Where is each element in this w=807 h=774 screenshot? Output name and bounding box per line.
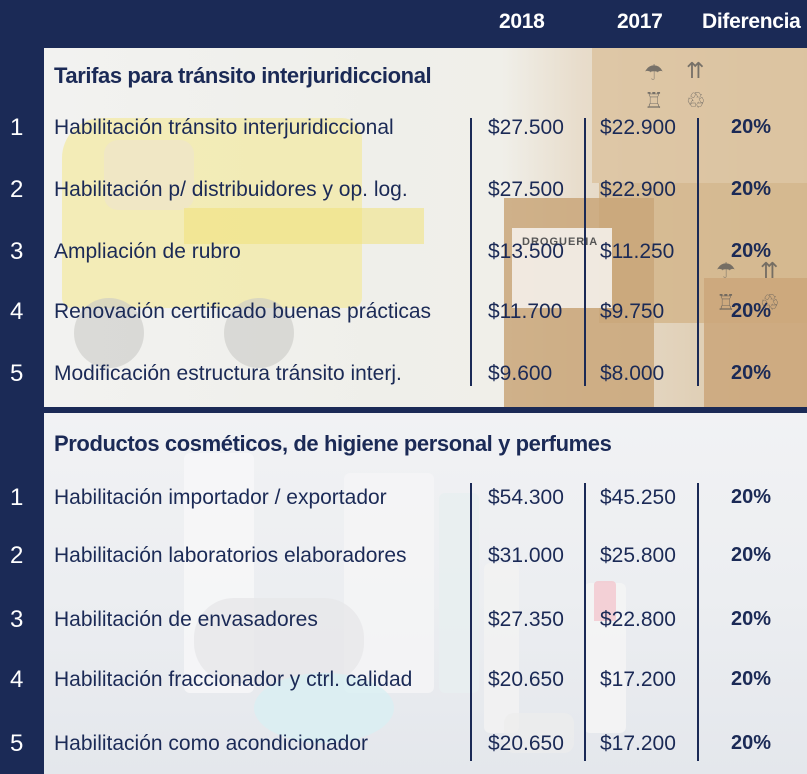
column-divider: [584, 483, 586, 761]
column-header-diferencia: Diferencia: [702, 10, 801, 33]
row-label: Habilitación como acondicionador: [54, 732, 369, 755]
table-row: 5 Modificación estructura tránsito inter…: [0, 358, 807, 398]
row-label: Renovación certificado buenas prácticas: [54, 300, 432, 323]
column-header-2017: 2017: [617, 10, 663, 33]
section-title-cosmetics: Productos cosméticos, de higiene persona…: [54, 431, 612, 456]
value-2017: $17.200: [600, 732, 676, 755]
row-number: 5: [10, 360, 24, 387]
value-2017: $22.800: [600, 608, 676, 631]
value-2018: $9.600: [488, 362, 553, 385]
cosmetic-bottle-illustration: [484, 563, 519, 733]
row-label: Habilitación fraccionador y ctrl. calida…: [54, 668, 413, 691]
value-2017: $8.000: [600, 362, 665, 385]
row-label: Habilitación de envasadores: [54, 608, 318, 631]
value-2018: $11.700: [488, 300, 563, 323]
value-difference: 20%: [731, 240, 772, 262]
section-title-transit: Tarifas para tránsito interjuridiccional: [54, 63, 432, 88]
value-difference: 20%: [731, 116, 772, 138]
table-row: 4 Renovación certificado buenas práctica…: [0, 296, 807, 336]
box-label-text: DROGUERIA: [522, 236, 599, 248]
truck-wheel-illustration: [74, 298, 144, 368]
value-2017: $45.250: [600, 486, 676, 509]
row-number: 3: [10, 238, 24, 265]
table-row: 4 Habilitación fraccionador y ctrl. cali…: [0, 664, 807, 704]
truck-stripe-illustration: [184, 208, 424, 244]
value-2017: $22.900: [600, 178, 676, 201]
column-divider: [470, 118, 472, 386]
this-side-up-icon: ⇈: [760, 258, 779, 283]
truck-wheel-illustration: [224, 298, 294, 368]
row-label: Habilitación tránsito interjuridiccional: [54, 116, 394, 139]
value-2017: $17.200: [600, 668, 676, 691]
row-number: 3: [10, 606, 24, 633]
column-header-row: 2018 2017 Diferencia: [0, 0, 807, 48]
value-2017: $25.800: [600, 544, 676, 567]
value-2017: $11.250: [600, 240, 675, 263]
row-label: Modificación estructura tránsito interj.: [54, 362, 402, 385]
value-2018: $27.500: [488, 116, 564, 139]
value-difference: 20%: [731, 732, 772, 754]
table-row: 2 Habilitación p/ distribuidores y op. l…: [0, 174, 807, 214]
cream-jar-lid-illustration: [254, 673, 394, 743]
value-2017: $22.900: [600, 116, 676, 139]
column-divider: [697, 118, 699, 386]
value-difference: 20%: [731, 486, 772, 508]
table-row: 3 Habilitación de envasadores $27.350 $2…: [0, 604, 807, 644]
column-divider: [697, 483, 699, 761]
transit-tariffs-panel: DROGUERIA ☂ ⇈ ♖ ♲ ☂ ⇈ ♖ ♲ Tarifas para t…: [44, 48, 807, 407]
value-2017: $9.750: [600, 300, 665, 323]
umbrella-icon: ☂: [644, 60, 664, 85]
value-2018: $20.650: [488, 668, 564, 691]
row-label: Ampliación de rubro: [54, 240, 241, 263]
value-difference: 20%: [731, 300, 772, 322]
row-number: 2: [10, 542, 24, 569]
column-divider: [470, 483, 472, 761]
value-difference: 20%: [731, 178, 772, 200]
column-divider: [584, 118, 586, 386]
row-number: 5: [10, 730, 24, 757]
value-difference: 20%: [731, 668, 772, 690]
row-number: 1: [10, 114, 24, 141]
truck-window-illustration: [104, 140, 194, 210]
value-2018: $31.000: [488, 544, 564, 567]
row-label: Habilitación laboratorios elaboradores: [54, 544, 407, 567]
table-row: 3 Ampliación de rubro $13.500 $11.250 20…: [0, 236, 807, 276]
value-difference: 20%: [731, 544, 772, 566]
column-header-2018: 2018: [499, 10, 545, 33]
value-2018: $20.650: [488, 732, 564, 755]
umbrella-icon: ☂: [716, 258, 736, 283]
fragile-glass-icon: ♖: [644, 88, 664, 113]
fragile-glass-icon: ♖: [716, 290, 736, 315]
row-number: 1: [10, 484, 24, 511]
value-2018: $54.300: [488, 486, 564, 509]
cardboard-box-illustration: [704, 278, 807, 407]
table-row: 1 Habilitación importador / exportador $…: [0, 482, 807, 522]
box-shipping-label: [512, 228, 612, 308]
cream-jar-illustration: [194, 598, 364, 683]
row-number: 4: [10, 666, 24, 693]
row-label: Habilitación p/ distribuidores y op. log…: [54, 178, 408, 201]
value-difference: 20%: [731, 362, 772, 384]
recycle-box-icon: ♲: [686, 88, 706, 113]
table-row: 1 Habilitación tránsito interjuridiccion…: [0, 112, 807, 152]
value-2018: $27.350: [488, 608, 564, 631]
cardboard-box-illustration: [592, 48, 807, 183]
value-2018: $27.500: [488, 178, 564, 201]
value-2018: $13.500: [488, 240, 564, 263]
this-side-up-icon: ⇈: [686, 58, 705, 83]
recycle-box-icon: ♲: [760, 290, 780, 315]
row-label: Habilitación importador / exportador: [54, 486, 387, 509]
table-row: 2 Habilitación laboratorios elaboradores…: [0, 540, 807, 580]
perfume-bottle-illustration: [439, 493, 479, 693]
table-row: 5 Habilitación como acondicionador $20.6…: [0, 728, 807, 768]
lipstick-tip-illustration: [594, 581, 616, 621]
value-difference: 20%: [731, 608, 772, 630]
row-number: 4: [10, 298, 24, 325]
row-number: 2: [10, 176, 24, 203]
mascara-brush-illustration: [504, 713, 574, 753]
cosmetics-tariffs-panel: Productos cosméticos, de higiene persona…: [44, 413, 807, 774]
